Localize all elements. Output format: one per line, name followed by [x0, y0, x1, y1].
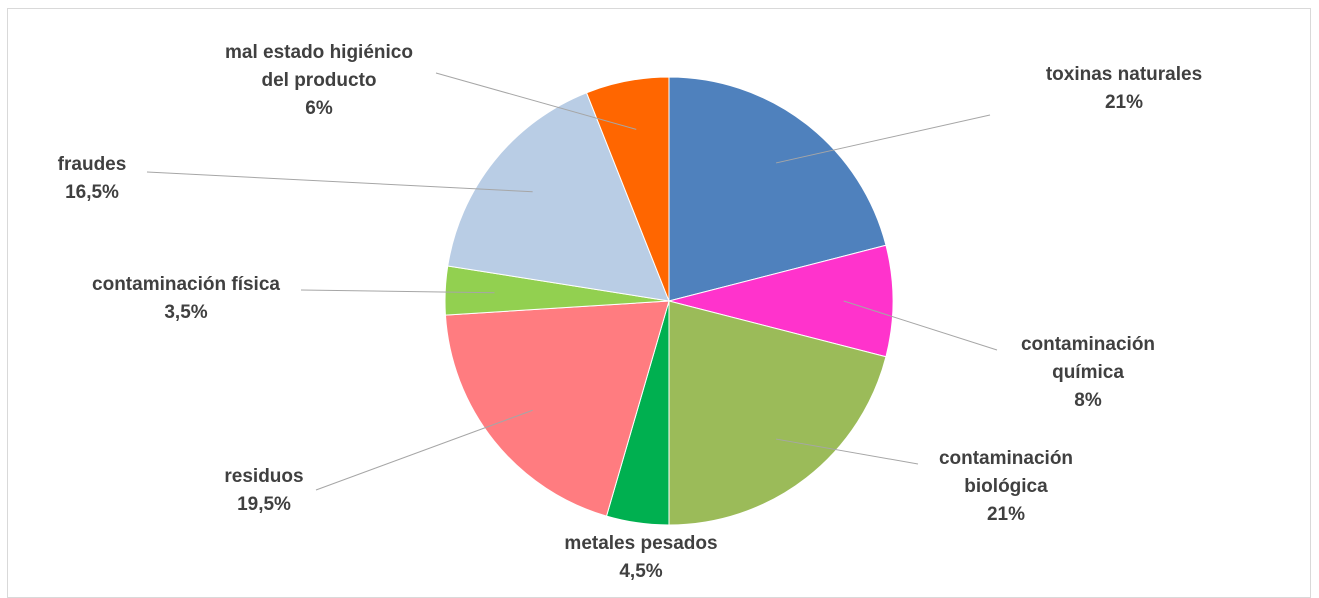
leader-line: [146, 171, 533, 193]
data-label: contaminación química 8%: [1021, 334, 1155, 411]
leader-line: [775, 114, 991, 164]
pie-chart: toxinas naturales 21% contaminación química…: [58, 42, 1202, 582]
pie-slice: [668, 244, 894, 358]
leader-line: [300, 289, 495, 294]
data-label: residuos 19,5%: [224, 466, 303, 515]
data-label: fraudes 16,5%: [58, 154, 127, 203]
leader-line: [776, 438, 919, 465]
data-label: toxinas naturales 21%: [1046, 64, 1202, 113]
data-label: contaminación física 3,5%: [92, 274, 280, 323]
data-label: metales pesados 4,5%: [564, 533, 717, 582]
pie-slice: [668, 76, 887, 302]
leader-line: [435, 72, 637, 130]
pie-slice: [444, 300, 670, 517]
data-label: mal estado higiénico del producto 6%: [225, 42, 413, 119]
pie-slice: [585, 76, 670, 302]
pie-slice: [447, 92, 670, 302]
pie-slice: [668, 300, 887, 526]
data-label: contaminación biológica 21%: [939, 448, 1073, 525]
leader-line: [843, 300, 998, 351]
leader-line: [315, 409, 533, 491]
